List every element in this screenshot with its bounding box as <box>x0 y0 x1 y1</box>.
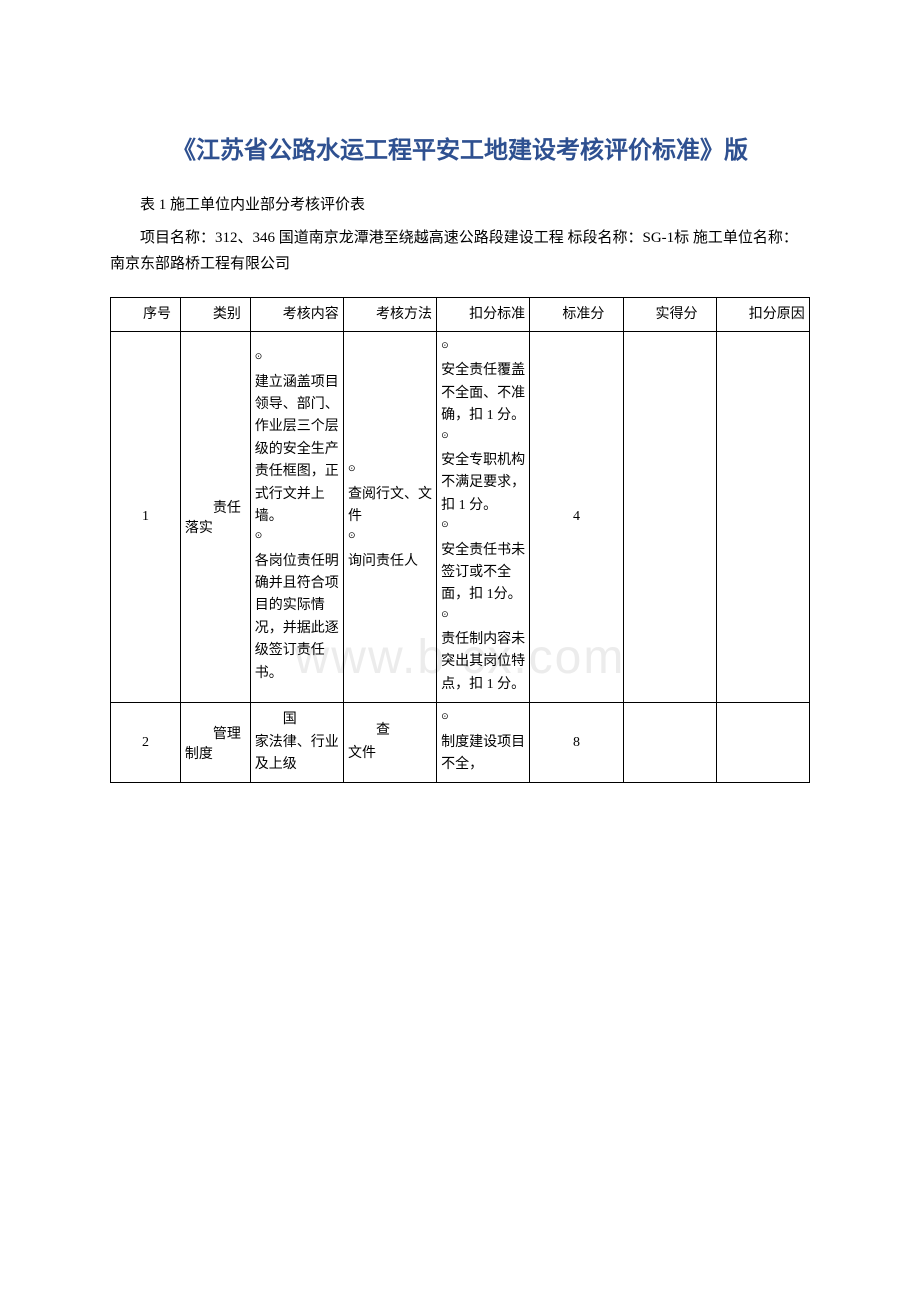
cell-reason <box>716 332 809 703</box>
cell-actual <box>623 703 716 783</box>
project-info: 项目名称：312、346 国道南京龙潭港至绕越高速公路段建设工程 标段名称：SG… <box>110 226 810 277</box>
evaluation-table: 序号 类别 考核内容 考核方法 扣分标准 标准分 实得分 扣分原因 1 责任落实… <box>110 297 810 783</box>
cell-content: ⊙建立涵盖项目领导、部门、作业层三个层级的安全生产责任框图，正式行文并上墙。⊙各… <box>250 332 343 703</box>
header-deduct: 扣分标准 <box>437 298 530 332</box>
header-content: 考核内容 <box>250 298 343 332</box>
cell-category: 管理制度 <box>180 703 250 783</box>
table-row: 2 管理制度 国家法律、行业及上级 查文件 ⊙制度建设项目不全， 8 <box>111 703 810 783</box>
header-method: 考核方法 <box>343 298 436 332</box>
page-title: 《江苏省公路水运工程平安工地建设考核评价标准》版 <box>110 130 810 165</box>
cell-seq: 1 <box>111 332 181 703</box>
cell-method: 查文件 <box>343 703 436 783</box>
cell-deduct: ⊙制度建设项目不全， <box>437 703 530 783</box>
cell-standard: 8 <box>530 703 623 783</box>
cell-seq: 2 <box>111 703 181 783</box>
header-standard: 标准分 <box>530 298 623 332</box>
cell-reason <box>716 703 809 783</box>
cell-standard: 4 <box>530 332 623 703</box>
header-seq: 序号 <box>111 298 181 332</box>
cell-content: 国家法律、行业及上级 <box>250 703 343 783</box>
cell-category: 责任落实 <box>180 332 250 703</box>
table-row: 1 责任落实 ⊙建立涵盖项目领导、部门、作业层三个层级的安全生产责任框图，正式行… <box>111 332 810 703</box>
document-content: 《江苏省公路水运工程平安工地建设考核评价标准》版 表 1 施工单位内业部分考核评… <box>110 130 810 783</box>
header-category: 类别 <box>180 298 250 332</box>
cell-deduct: ⊙安全责任覆盖不全面、不准确，扣 1 分。⊙安全专职机构不满足要求，扣 1 分。… <box>437 332 530 703</box>
cell-method: ⊙查阅行文、文件⊙询问责任人 <box>343 332 436 703</box>
header-actual: 实得分 <box>623 298 716 332</box>
table-subtitle: 表 1 施工单位内业部分考核评价表 <box>110 193 810 214</box>
header-reason: 扣分原因 <box>716 298 809 332</box>
table-header-row: 序号 类别 考核内容 考核方法 扣分标准 标准分 实得分 扣分原因 <box>111 298 810 332</box>
cell-actual <box>623 332 716 703</box>
